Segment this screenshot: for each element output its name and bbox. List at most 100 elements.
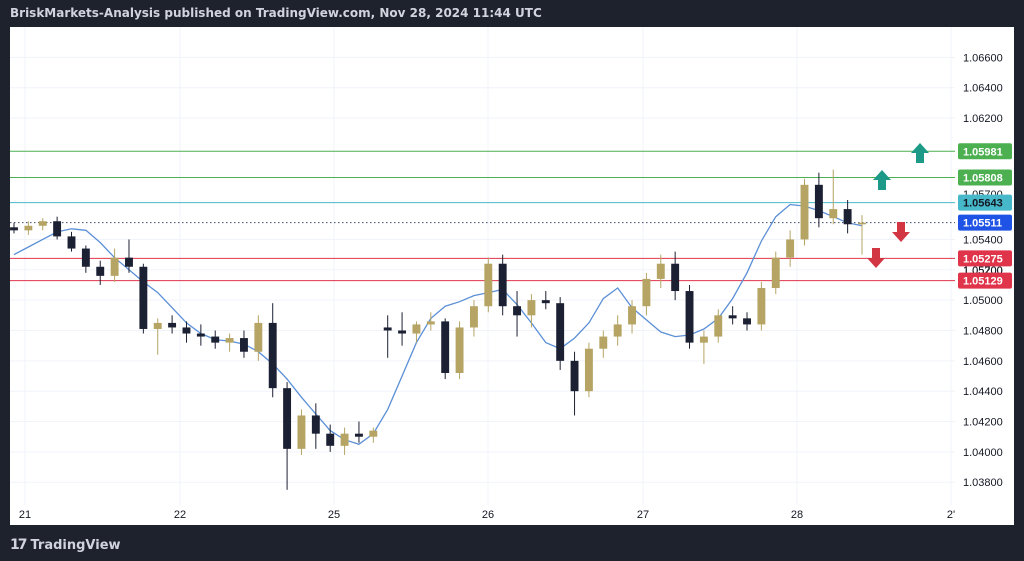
price-levels xyxy=(10,150,955,282)
candle-body xyxy=(168,322,177,328)
publisher-line: BriskMarkets-Analysis published on Tradi… xyxy=(10,6,542,20)
candle-body xyxy=(757,288,766,325)
candle-body xyxy=(613,324,622,337)
tradingview-logo-icon: 17 xyxy=(10,537,28,553)
arrow-up-icon xyxy=(911,143,929,163)
candlestick-chart: 1.066001.064001.062001.054001.052001.050… xyxy=(10,27,1012,521)
x-tick-label: 26 xyxy=(482,509,494,521)
y-tick-label: 1.06600 xyxy=(963,52,1003,64)
moving-average xyxy=(13,203,863,446)
y-tick-label: 1.05000 xyxy=(963,295,1003,307)
y-tick-label: 1.06200 xyxy=(963,113,1003,125)
tradingview-brand[interactable]: 17 TradingView xyxy=(10,537,121,553)
badge-bg xyxy=(958,250,1012,267)
badge-bg xyxy=(958,214,1012,231)
level-badge-resistance: 1.05981 xyxy=(958,143,1012,160)
direction-arrows xyxy=(867,143,929,268)
y-tick-label: 1.04800 xyxy=(963,325,1003,337)
candle-body xyxy=(743,318,751,325)
candle-body xyxy=(81,248,90,267)
candle-body xyxy=(786,239,795,258)
candle-body xyxy=(685,291,694,343)
candle-body xyxy=(671,263,680,292)
y-tick-label: 1.05400 xyxy=(963,234,1003,246)
candle-body xyxy=(383,327,392,331)
candle-body xyxy=(599,336,608,349)
y-tick-label: 1.04000 xyxy=(963,447,1003,459)
level-badge-resistance: 1.05808 xyxy=(958,169,1012,186)
brand-name: TradingView xyxy=(30,537,121,553)
candle-body xyxy=(570,360,579,392)
y-tick-label: 1.06400 xyxy=(963,83,1003,95)
x-tick-label: 25 xyxy=(328,509,340,521)
candle-body xyxy=(153,322,162,329)
gridlines xyxy=(10,27,955,505)
candle-body xyxy=(125,257,133,267)
candle-body xyxy=(297,415,306,449)
arrow-up-icon xyxy=(873,170,891,190)
candle-body xyxy=(96,266,105,276)
candle-body xyxy=(196,333,205,337)
x-tick-label: 21 xyxy=(19,509,31,521)
ma-line xyxy=(13,203,863,446)
candle-body xyxy=(699,336,708,343)
arrow-down-icon xyxy=(867,248,885,268)
candle-body xyxy=(455,327,464,373)
badge-label: 1.05129 xyxy=(963,276,1003,288)
x-tick-label: 28 xyxy=(791,509,803,521)
badge-bg xyxy=(958,169,1012,186)
badge-label: 1.05275 xyxy=(963,253,1003,265)
candle-body xyxy=(139,266,148,329)
candle-body xyxy=(38,221,47,226)
candle-body xyxy=(728,315,737,319)
candle-body xyxy=(211,336,220,343)
candle-body xyxy=(412,324,421,334)
candles xyxy=(10,169,866,490)
candle-body xyxy=(527,300,536,316)
candle-body xyxy=(10,227,18,231)
candle-body xyxy=(53,221,62,237)
candle-body xyxy=(67,236,76,249)
level-badge-current: 1.05511 xyxy=(958,214,1012,231)
y-tick-label: 1.04200 xyxy=(963,417,1003,429)
price-axis: 1.066001.064001.062001.054001.052001.050… xyxy=(963,52,1003,489)
candle-body xyxy=(311,415,320,434)
y-tick-label: 1.04600 xyxy=(963,356,1003,368)
arrow-down-icon xyxy=(892,222,910,242)
candle-body xyxy=(225,338,234,343)
candle-body xyxy=(340,433,349,446)
candle-body xyxy=(369,430,378,437)
time-axis: 21 22 25 26 27 28 2' xyxy=(19,509,955,521)
y-tick-label: 1.04400 xyxy=(963,386,1003,398)
x-tick-label: 22 xyxy=(174,509,186,521)
level-badge-support: 1.05275 xyxy=(958,250,1012,267)
level-badge-support: 1.05129 xyxy=(958,272,1012,289)
candle-body xyxy=(110,257,119,276)
candle-body xyxy=(498,263,507,307)
candle-body xyxy=(858,222,866,225)
chart-panel[interactable]: 1.06600 1.06400 1.06200 1.05400 1.05200 1.050… xyxy=(10,27,1014,525)
x-tick-label: 2' xyxy=(947,509,955,521)
candle-body xyxy=(354,433,363,437)
x-tick-label: 27 xyxy=(637,509,649,521)
candle-body xyxy=(843,209,852,225)
candle-body xyxy=(326,433,335,446)
candle-body xyxy=(426,321,435,325)
badge-label: 1.05511 xyxy=(963,218,1002,230)
candle-body xyxy=(182,327,191,334)
candle-body xyxy=(642,278,651,307)
badge-label: 1.05808 xyxy=(963,173,1003,185)
candle-body xyxy=(584,348,593,392)
badge-bg xyxy=(958,194,1012,211)
badge-label: 1.05981 xyxy=(963,146,1003,158)
candle-body xyxy=(441,321,450,373)
level-badges: 1.05981 1.05808 1.05643 1.05511 1.05275 1.051… xyxy=(958,143,1012,289)
candle-body xyxy=(800,184,809,240)
candle-body xyxy=(814,184,823,219)
candle-body xyxy=(541,300,550,304)
candle-body xyxy=(24,225,33,231)
badge-label: 1.05643 xyxy=(963,198,1003,210)
candle-body xyxy=(656,263,665,279)
candle-body xyxy=(771,257,780,289)
candle-body xyxy=(469,306,478,328)
